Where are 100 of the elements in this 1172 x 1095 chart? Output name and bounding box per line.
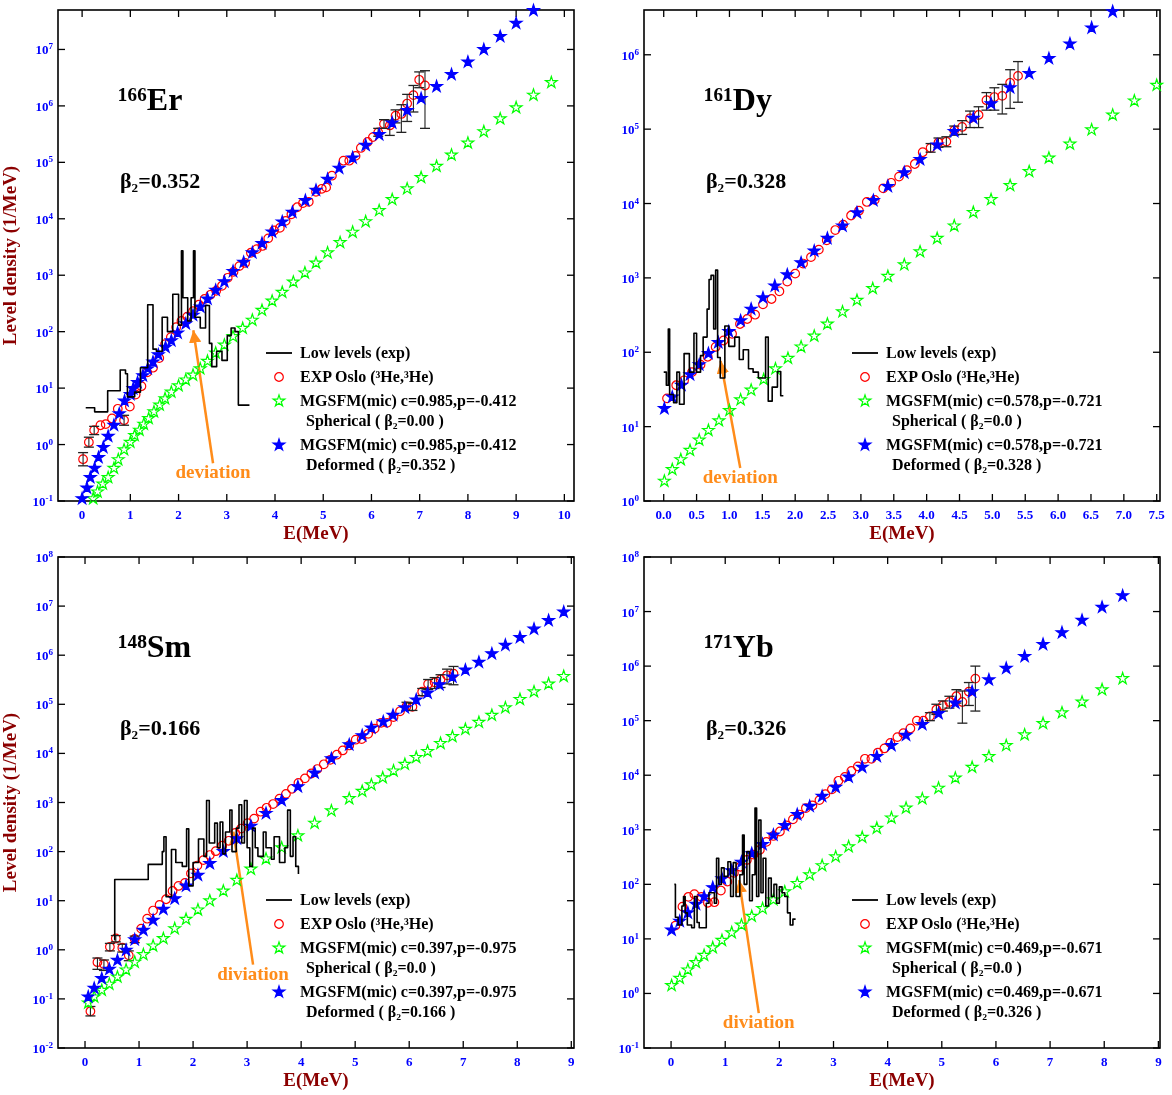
x-tick-label: 8 [1100,1054,1108,1069]
x-tick-label: 7 [1046,1054,1054,1069]
x-tick-label: 7.5 [1148,507,1166,522]
x-tick-label: 1 [127,507,134,522]
y-tick-label: 10$^{-2}$ [32,1040,54,1056]
y-tick-label: 10$^{2}$ [621,876,640,893]
x-axis-title: E(MeV) [869,1069,935,1091]
y-tick-label: 10$^{3}$ [35,267,54,284]
x-tick-label: 5 [351,1054,359,1069]
legend-label: MGSFM(mic) c=0.397,p=-0.975 Spherical ( β₂=0.0 ) [300,939,517,977]
legend-label: MGSFM(mic) c=0.578,p=-0.721 Spherical ( β₂=0.0 ) [886,392,1103,430]
x-tick-label: 5 [319,507,327,522]
y-tick-label: 10$^{6}$ [621,46,640,63]
x-tick-label: 4 [297,1054,305,1069]
x-tick-label: 9 [568,1054,576,1069]
x-tick-label: 1 [721,1054,729,1069]
x-axis-title: E(MeV) [283,1069,349,1091]
y-tick-label: 10$^{3}$ [621,821,640,838]
annotation: deviation [175,461,251,483]
y-tick-label: 10$^{-1}$ [32,493,54,509]
annotation: diviation [722,1011,796,1033]
y-tick-label: 10$^{1}$ [621,930,640,947]
x-tick-label: 9 [1155,1054,1163,1069]
x-tick-label: 5.5 [1017,507,1034,522]
x-tick-label: 3 [223,507,231,522]
text: β₂=0.352 [120,168,201,193]
x-tick-label: 0.5 [688,507,706,522]
x-tick-label: 3 [243,1054,251,1069]
y-tick-label: 10$^{2}$ [35,323,54,340]
y-tick-label: 10$^{5}$ [35,154,54,171]
x-tick-label: 0 [81,1054,89,1069]
x-tick-label: 10 [557,507,571,522]
y-tick-label: 10$^{4}$ [35,210,54,227]
y-tick-label: 10$^{1}$ [35,380,54,397]
legend-label: Low levels (exp) [300,344,411,362]
x-tick-label: 4 [884,1054,892,1069]
y-tick-label: 10$^{7}$ [621,603,640,620]
legend-label: EXP Oslo (³He,³He) [886,915,1020,933]
y-tick-label: 10$^{0}$ [35,436,54,453]
x-axis-title: E(MeV) [869,522,935,544]
y-tick-label: 10$^{7}$ [35,598,54,615]
y-tick-label: 10$^{4}$ [35,745,54,762]
x-tick-label: 2 [175,507,182,522]
text: ¹⁶¹Dy [704,81,772,117]
x-tick-label: 7 [416,507,424,522]
legend-label: Low levels (exp) [886,344,997,362]
x-tick-label: 5.0 [984,507,1001,522]
legend-label: EXP Oslo (³He,³He) [300,915,434,933]
legend-label: MGSFM(mic) c=0.985,p=-0.412 Spherical ( β₂=0.00 ) [300,392,517,430]
annotation: deviation [702,466,779,487]
y-axis-title: Level density (1/MeV) [0,165,21,346]
x-tick-label: 0 [667,1054,675,1069]
y-tick-label: 10$^{-1}$ [32,990,54,1007]
y-tick-label: 10$^{6}$ [621,658,640,675]
y-tick-label: 10$^{5}$ [35,696,54,713]
x-tick-label: 8 [514,1054,522,1069]
x-tick-label: 2 [776,1054,783,1069]
y-tick-label: 10$^{0}$ [621,985,640,1002]
x-tick-label: 7.0 [1115,507,1132,522]
x-tick-label: 5 [938,1054,946,1069]
y-tick-label: 10$^{2}$ [621,344,640,361]
y-tick-label: 10$^{7}$ [35,41,54,58]
legend-label: EXP Oslo (³He,³He) [300,368,434,386]
y-tick-label: 10$^{4}$ [621,767,640,784]
legend-label: EXP Oslo (³He,³He) [886,368,1020,386]
x-tick-label: 9 [512,507,520,522]
x-tick-label: 1.5 [754,507,771,522]
x-tick-label: 6 [992,1054,1000,1069]
x-tick-label: 4 [271,507,279,522]
x-tick-label: 4.5 [951,507,969,522]
x-tick-label: 3 [830,1054,838,1069]
legend-label: MGSFM(mic) c=0.397,p=-0.975 Deformed ( β₂=0.166 ) [300,983,517,1021]
annotation: diviation [217,962,290,984]
x-tick-label: 2 [189,1054,197,1069]
legend-label: MGSFM(mic) c=0.985,p=-0.412 Deformed ( β₂=0.352 ) [300,436,517,474]
legend-label: MGSFM(mic) c=0.469,p=-0.671 Deformed ( β₂=0.326 ) [886,983,1103,1021]
y-tick-label: 10$^{5}$ [621,121,640,138]
legend-label: Low levels (exp) [300,891,411,909]
y-tick-label: 10$^{4}$ [621,195,640,212]
y-tick-label: 10$^{5}$ [621,712,640,729]
text: ¹⁷¹Yb [704,628,774,664]
y-tick-label: 10$^{-1}$ [618,1040,640,1056]
text: β₂=0.328 [706,168,787,193]
x-tick-label: 2.0 [787,507,804,522]
x-tick-label: 1.0 [721,507,738,522]
x-tick-label: 2.5 [819,507,837,522]
y-axis-title: Level density (1/MeV) [0,712,21,893]
text: ¹⁶⁶Er [118,81,183,117]
x-tick-label: 1 [135,1054,143,1069]
y-tick-label: 10$^{6}$ [35,647,54,664]
x-tick-label: 6 [405,1054,413,1069]
x-tick-label: 0 [78,507,86,522]
y-tick-label: 10$^{8}$ [621,549,640,565]
x-tick-label: 8 [464,507,472,522]
x-tick-label: 4.0 [918,507,935,522]
text: ¹⁴⁸Sm [118,628,192,664]
y-tick-label: 10$^{3}$ [35,794,54,811]
text: β₂=0.326 [706,715,787,740]
y-tick-label: 10$^{1}$ [621,418,640,435]
y-tick-label: 10$^{3}$ [621,269,640,286]
